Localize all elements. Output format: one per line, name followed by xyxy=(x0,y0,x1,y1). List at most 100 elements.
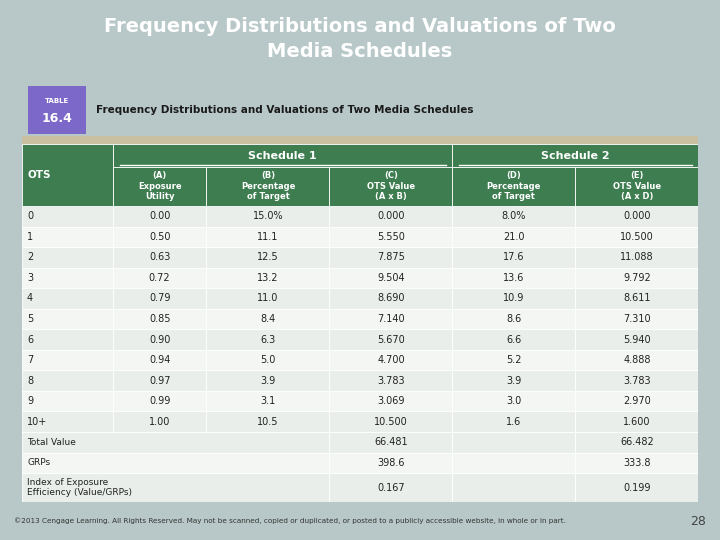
Text: 10.500: 10.500 xyxy=(620,232,654,242)
Text: 3.0: 3.0 xyxy=(506,396,521,406)
Text: 1.6: 1.6 xyxy=(506,417,521,427)
Text: 5.940: 5.940 xyxy=(623,335,651,345)
Text: 4.888: 4.888 xyxy=(623,355,651,365)
FancyBboxPatch shape xyxy=(207,411,330,432)
Text: TABLE: TABLE xyxy=(45,98,69,104)
Text: 0.72: 0.72 xyxy=(149,273,171,283)
FancyBboxPatch shape xyxy=(113,167,207,206)
Text: 0.00: 0.00 xyxy=(149,211,171,221)
FancyBboxPatch shape xyxy=(113,350,207,370)
Text: 1.00: 1.00 xyxy=(149,417,171,427)
FancyBboxPatch shape xyxy=(330,227,452,247)
Text: 0.94: 0.94 xyxy=(149,355,171,365)
FancyBboxPatch shape xyxy=(22,329,113,350)
Text: 5.2: 5.2 xyxy=(506,355,522,365)
Text: 3.069: 3.069 xyxy=(377,396,405,406)
Text: 0.50: 0.50 xyxy=(149,232,171,242)
FancyBboxPatch shape xyxy=(452,288,575,309)
Text: 3: 3 xyxy=(27,273,33,283)
Text: (E)
OTS Value
(A x D): (E) OTS Value (A x D) xyxy=(613,171,661,201)
Text: 11.0: 11.0 xyxy=(257,293,279,303)
FancyBboxPatch shape xyxy=(207,227,330,247)
Text: 0.167: 0.167 xyxy=(377,483,405,492)
FancyBboxPatch shape xyxy=(452,432,575,453)
FancyBboxPatch shape xyxy=(452,144,698,167)
FancyBboxPatch shape xyxy=(207,370,330,391)
FancyBboxPatch shape xyxy=(113,227,207,247)
Text: 13.6: 13.6 xyxy=(503,273,525,283)
FancyBboxPatch shape xyxy=(22,453,330,473)
Text: 0.97: 0.97 xyxy=(149,376,171,386)
FancyBboxPatch shape xyxy=(452,227,575,247)
Text: Frequency Distributions and Valuations of Two Media Schedules: Frequency Distributions and Valuations o… xyxy=(96,105,474,115)
FancyBboxPatch shape xyxy=(22,288,113,309)
Text: 8: 8 xyxy=(27,376,33,386)
Text: 28: 28 xyxy=(690,515,706,528)
FancyBboxPatch shape xyxy=(575,473,698,502)
Text: 1: 1 xyxy=(27,232,33,242)
FancyBboxPatch shape xyxy=(28,86,86,134)
Text: 2: 2 xyxy=(27,252,33,262)
FancyBboxPatch shape xyxy=(207,167,330,206)
FancyBboxPatch shape xyxy=(575,288,698,309)
Text: (C)
OTS Value
(A x B): (C) OTS Value (A x B) xyxy=(367,171,415,201)
Text: Schedule 2: Schedule 2 xyxy=(541,151,610,160)
Text: 11.1: 11.1 xyxy=(257,232,279,242)
Text: 10.5: 10.5 xyxy=(257,417,279,427)
FancyBboxPatch shape xyxy=(575,247,698,268)
FancyBboxPatch shape xyxy=(575,391,698,411)
Text: 11.088: 11.088 xyxy=(620,252,654,262)
FancyBboxPatch shape xyxy=(452,247,575,268)
FancyBboxPatch shape xyxy=(330,473,452,502)
Text: 21.0: 21.0 xyxy=(503,232,525,242)
FancyBboxPatch shape xyxy=(22,370,113,391)
Text: 3.1: 3.1 xyxy=(261,396,276,406)
FancyBboxPatch shape xyxy=(22,411,113,432)
Text: 0.63: 0.63 xyxy=(149,252,171,262)
Text: (A)
Exposure
Utility: (A) Exposure Utility xyxy=(138,171,181,201)
FancyBboxPatch shape xyxy=(22,268,113,288)
FancyBboxPatch shape xyxy=(22,206,113,227)
FancyBboxPatch shape xyxy=(113,268,207,288)
Text: 3.783: 3.783 xyxy=(623,376,651,386)
Text: 0.99: 0.99 xyxy=(149,396,171,406)
Text: 9.504: 9.504 xyxy=(377,273,405,283)
Text: 8.690: 8.690 xyxy=(377,293,405,303)
Text: (D)
Percentage
of Target: (D) Percentage of Target xyxy=(487,171,541,201)
Text: OTS: OTS xyxy=(27,170,50,180)
FancyBboxPatch shape xyxy=(452,411,575,432)
Text: 13.2: 13.2 xyxy=(257,273,279,283)
FancyBboxPatch shape xyxy=(113,370,207,391)
Text: 10+: 10+ xyxy=(27,417,48,427)
Text: 3.9: 3.9 xyxy=(506,376,521,386)
FancyBboxPatch shape xyxy=(452,453,575,473)
Text: 66.482: 66.482 xyxy=(620,437,654,447)
Text: 5: 5 xyxy=(27,314,33,324)
Text: 4: 4 xyxy=(27,293,33,303)
FancyBboxPatch shape xyxy=(330,453,452,473)
FancyBboxPatch shape xyxy=(452,309,575,329)
Text: 7.875: 7.875 xyxy=(377,252,405,262)
FancyBboxPatch shape xyxy=(330,370,452,391)
Text: 66.481: 66.481 xyxy=(374,437,408,447)
FancyBboxPatch shape xyxy=(22,350,113,370)
Text: 398.6: 398.6 xyxy=(377,458,405,468)
Text: 10.9: 10.9 xyxy=(503,293,525,303)
Text: 1.600: 1.600 xyxy=(623,417,651,427)
FancyBboxPatch shape xyxy=(207,350,330,370)
Text: 0.79: 0.79 xyxy=(149,293,171,303)
Text: 7.310: 7.310 xyxy=(623,314,651,324)
Text: 5.670: 5.670 xyxy=(377,335,405,345)
FancyBboxPatch shape xyxy=(575,268,698,288)
Text: 3.783: 3.783 xyxy=(377,376,405,386)
FancyBboxPatch shape xyxy=(330,247,452,268)
FancyBboxPatch shape xyxy=(22,473,330,502)
FancyBboxPatch shape xyxy=(330,309,452,329)
Text: Index of Exposure
Efficiency (Value/GRPs): Index of Exposure Efficiency (Value/GRPs… xyxy=(27,478,132,497)
FancyBboxPatch shape xyxy=(22,309,113,329)
FancyBboxPatch shape xyxy=(330,411,452,432)
Text: 0: 0 xyxy=(27,211,33,221)
Text: 6: 6 xyxy=(27,335,33,345)
FancyBboxPatch shape xyxy=(575,411,698,432)
Text: 17.6: 17.6 xyxy=(503,252,525,262)
